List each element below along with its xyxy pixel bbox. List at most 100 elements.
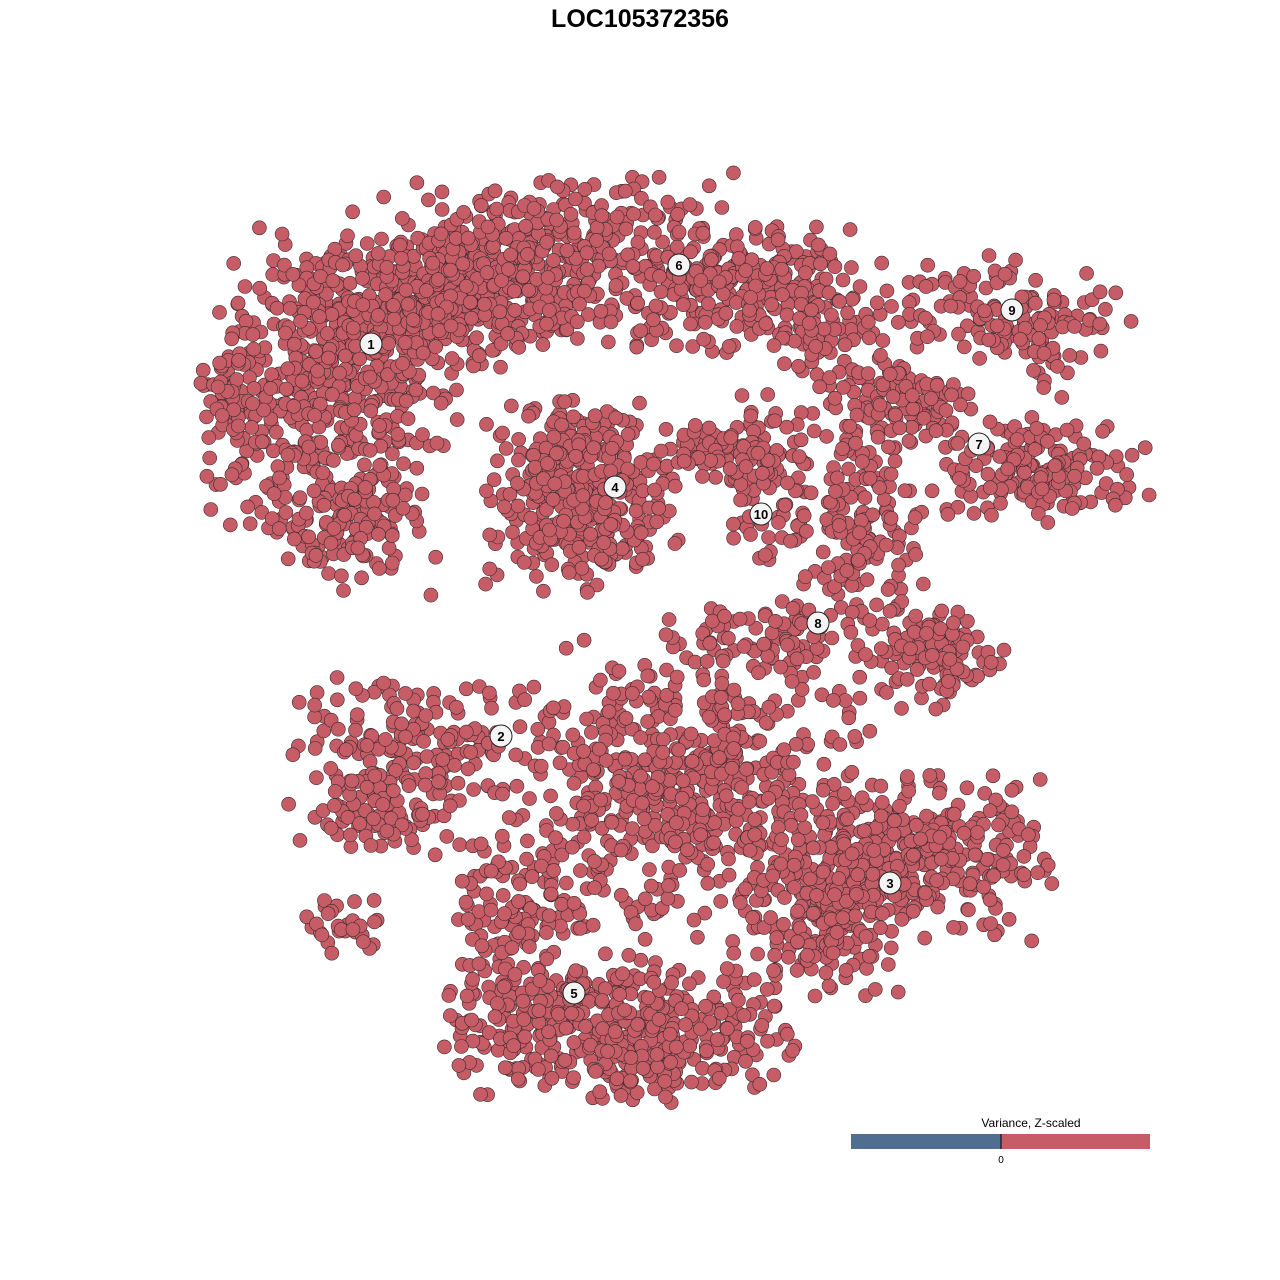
- data-point: [1059, 422, 1075, 438]
- data-point: [683, 726, 699, 742]
- data-point: [789, 651, 805, 667]
- data-point: [636, 811, 652, 827]
- data-point: [460, 911, 476, 927]
- data-point: [906, 847, 921, 863]
- data-point: [348, 248, 364, 263]
- data-point: [1092, 316, 1108, 332]
- data-point: [693, 273, 709, 288]
- data-point: [301, 439, 317, 455]
- data-point: [747, 220, 763, 235]
- data-point: [919, 626, 934, 641]
- data-point: [640, 714, 655, 729]
- data-point: [554, 417, 569, 433]
- data-point: [380, 367, 395, 383]
- data-point: [816, 756, 832, 772]
- data-point: [1062, 348, 1077, 363]
- data-point: [929, 377, 945, 393]
- data-point: [717, 608, 732, 624]
- data-point: [777, 890, 792, 905]
- data-point: [887, 813, 902, 829]
- data-point: [335, 257, 350, 273]
- data-point: [541, 908, 557, 924]
- data-point: [386, 783, 401, 799]
- data-point: [539, 925, 554, 940]
- data-point: [564, 1006, 579, 1021]
- data-point: [624, 821, 640, 836]
- data-point: [658, 1089, 673, 1105]
- data-point: [982, 414, 998, 430]
- data-point: [831, 871, 847, 886]
- data-point: [605, 685, 621, 701]
- data-point: [908, 547, 924, 562]
- data-point: [977, 303, 992, 319]
- data-point: [566, 895, 582, 911]
- data-point: [956, 339, 972, 355]
- data-point: [892, 798, 907, 814]
- data-point: [565, 727, 581, 743]
- data-point: [323, 761, 339, 776]
- data-point: [626, 206, 641, 222]
- data-point: [886, 826, 902, 842]
- data-point: [390, 426, 406, 442]
- data-point: [617, 1002, 632, 1018]
- data-point: [336, 583, 351, 598]
- data-point: [668, 834, 683, 850]
- data-point: [326, 453, 341, 468]
- data-point: [292, 490, 308, 506]
- data-point: [997, 266, 1013, 282]
- data-point: [890, 314, 906, 330]
- data-point: [696, 331, 711, 347]
- data-point: [308, 548, 324, 563]
- data-point: [1033, 318, 1048, 333]
- data-point: [1098, 301, 1113, 317]
- data-point: [515, 993, 531, 1009]
- data-point: [774, 261, 790, 277]
- data-point: [362, 443, 378, 458]
- data-point: [534, 858, 549, 874]
- data-point: [579, 711, 594, 727]
- data-point: [766, 998, 782, 1014]
- data-point: [372, 458, 388, 473]
- data-point: [698, 998, 713, 1014]
- data-point: [781, 767, 797, 782]
- data-point: [497, 1060, 513, 1075]
- data-point: [464, 1012, 479, 1028]
- data-point: [281, 796, 296, 812]
- data-point: [717, 707, 732, 723]
- data-point: [452, 837, 468, 853]
- data-point: [1016, 867, 1032, 882]
- data-point: [856, 823, 872, 839]
- data-point: [480, 219, 496, 235]
- data-point: [730, 696, 746, 712]
- data-point: [736, 639, 752, 654]
- data-point: [389, 701, 405, 716]
- data-point: [835, 441, 850, 456]
- data-point: [614, 541, 630, 557]
- data-point: [815, 815, 831, 831]
- data-point: [379, 823, 395, 839]
- data-point: [592, 1084, 608, 1099]
- data-point: [294, 373, 310, 389]
- data-point: [726, 682, 742, 698]
- data-point: [425, 255, 441, 271]
- data-point: [551, 1006, 566, 1022]
- data-point: [628, 916, 643, 932]
- data-point: [643, 878, 659, 894]
- data-point: [1027, 442, 1043, 457]
- data-point: [719, 1021, 735, 1036]
- data-point: [272, 470, 287, 486]
- data-point: [920, 257, 936, 273]
- data-point: [915, 576, 931, 592]
- data-point: [668, 815, 684, 831]
- data-point: [396, 456, 411, 472]
- data-point: [199, 409, 214, 425]
- data-point: [593, 672, 608, 688]
- data-point: [646, 974, 662, 990]
- data-point: [779, 307, 795, 323]
- data-point: [357, 457, 372, 473]
- data-point: [924, 648, 940, 663]
- data-point: [394, 716, 409, 732]
- data-point: [533, 758, 549, 774]
- data-point: [496, 499, 512, 515]
- data-point: [801, 315, 817, 331]
